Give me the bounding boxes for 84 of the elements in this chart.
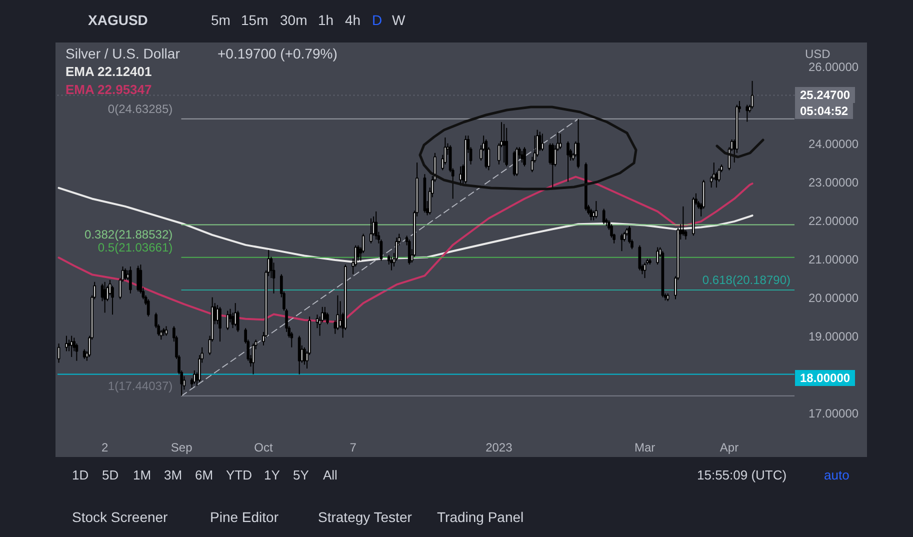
candlestick: [146, 298, 150, 318]
candlestick: [638, 244, 642, 271]
text: All: [323, 468, 338, 482]
text: 05:04:52: [795, 103, 854, 119]
candlestick: [746, 104, 749, 122]
candlestick: [303, 346, 306, 366]
candlestick: [541, 133, 544, 152]
series-label: 0(24.63285): [108, 102, 173, 116]
x-tick-label: Sep: [170, 440, 193, 454]
x-tick-label: Mar: [634, 440, 656, 454]
candlestick: [164, 326, 168, 336]
candlestick: [336, 294, 340, 331]
text: 1Y: [264, 468, 280, 482]
chart-subtitle: +0.19700 (+0.79%): [218, 46, 338, 62]
text: 5Y: [293, 468, 309, 482]
candlestick: [682, 206, 685, 236]
text: EMA 22.95347: [66, 82, 152, 97]
chart-title: Silver / U.S. Dollar: [66, 46, 180, 62]
text: D: [372, 12, 382, 28]
candlestick: [82, 348, 86, 360]
candlestick: [129, 266, 132, 294]
y-tick-label: 23.00000: [808, 175, 859, 190]
series-label: 0.618(20.18790): [702, 273, 791, 288]
candlestick: [656, 246, 660, 266]
series-label: 0.382(21.88532): [84, 228, 173, 242]
candlestick: [370, 218, 372, 244]
candlestick: [523, 146, 526, 167]
candlestick: [408, 239, 411, 266]
y-tick-label: 17.00000: [808, 406, 859, 420]
candlestick: [65, 335, 68, 352]
text: 15m: [241, 12, 268, 28]
text: 1D: [72, 468, 89, 482]
candlestick: [136, 265, 140, 292]
candlestick: [374, 210, 378, 240]
text: 5D: [102, 468, 119, 482]
y-tick-label: 26.00000: [808, 60, 859, 74]
x-tick-label: Apr: [720, 440, 739, 454]
candlestick: [643, 262, 646, 279]
text: 3M: [164, 468, 182, 482]
y-tick-label: 20.00000: [808, 290, 859, 305]
text: Trading Panel: [437, 509, 524, 525]
text: 6M: [195, 468, 214, 482]
candlestick: [218, 306, 222, 342]
candlestick: [57, 342, 60, 364]
candlestick: [566, 140, 570, 182]
text: USD: [805, 47, 830, 61]
x-tick-label: 7: [350, 440, 357, 454]
series-label: 0.5(21.03661): [98, 240, 173, 254]
text: 30m: [280, 12, 308, 28]
text: 4h: [345, 12, 361, 28]
candlestick: [192, 370, 196, 384]
x-tick-label: 2023: [486, 440, 513, 454]
y-tick-label: 24.00000: [808, 136, 859, 151]
text: 5m: [211, 12, 230, 28]
candlestick: [558, 133, 562, 150]
text: 1M: [133, 468, 152, 482]
y-tick-label: 19.00000: [808, 329, 859, 344]
text: Pine Editor: [210, 509, 278, 525]
text: 15:55:09 (UTC): [697, 468, 787, 482]
candlestick: [594, 200, 598, 219]
text: auto: [824, 468, 850, 482]
text: Stock Screener: [72, 509, 168, 525]
x-tick-label: Oct: [254, 440, 274, 454]
text: YTD: [226, 468, 252, 482]
y-tick-label: 21.00000: [808, 252, 859, 266]
x-tick-label: 2: [102, 440, 109, 454]
candlestick: [323, 306, 326, 321]
candlestick: [70, 335, 73, 358]
ref-line-label: 18.00000: [795, 370, 856, 386]
candlestick: [620, 233, 624, 252]
text: EMA 22.12401: [66, 64, 152, 79]
candlestick: [551, 142, 554, 190]
y-tick-label: 22.00000: [808, 214, 859, 228]
text: 1h: [318, 12, 334, 28]
text: W: [392, 12, 406, 28]
candlestick: [602, 208, 606, 225]
text: XAGUSD: [88, 12, 148, 28]
candlestick: [502, 124, 506, 164]
candlestick: [590, 208, 592, 221]
candlestick: [298, 335, 301, 375]
candlestick: [505, 127, 508, 167]
ref-line-label: 25.24700: [795, 87, 856, 104]
candlestick: [390, 256, 393, 271]
text: Strategy Tester: [318, 509, 412, 525]
